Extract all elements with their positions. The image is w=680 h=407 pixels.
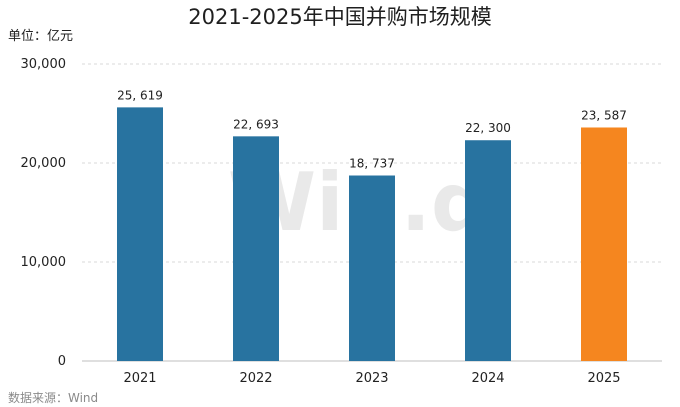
data-label: 22, 693 (233, 117, 279, 131)
y-tick-label: 10,000 (21, 255, 67, 270)
unit-label: 单位：亿元 (8, 29, 73, 44)
x-tick-label: 2022 (239, 371, 272, 386)
x-tick-label: 2023 (355, 371, 388, 386)
y-tick-label: 30,000 (21, 57, 67, 72)
bar-2021 (117, 107, 163, 361)
y-tick-label: 20,000 (21, 156, 67, 171)
bar-2023 (349, 175, 395, 361)
source-note: 数据来源：Wind (8, 390, 98, 405)
y-tick-label: 0 (58, 354, 66, 369)
bar-2024 (465, 140, 511, 361)
data-label: 25, 619 (117, 88, 163, 102)
x-tick-label: 2025 (587, 371, 620, 386)
x-tick-label: 2024 (471, 371, 504, 386)
data-label: 23, 587 (581, 108, 627, 122)
bar-2025 (581, 127, 627, 361)
bar-2022 (233, 136, 279, 361)
data-label: 18, 737 (349, 157, 395, 171)
chart-title: 2021-2025年中国并购市场规模 (188, 5, 491, 29)
data-label: 22, 300 (465, 121, 511, 135)
x-tick-label: 2021 (123, 371, 156, 386)
